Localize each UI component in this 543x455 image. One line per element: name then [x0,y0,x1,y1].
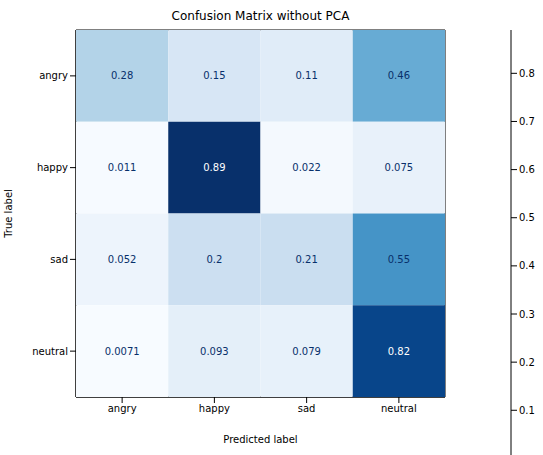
svg-text:0.15: 0.15 [203,70,225,81]
svg-text:0.7: 0.7 [519,116,535,127]
svg-text:0.11: 0.11 [295,70,317,81]
svg-text:0.4: 0.4 [519,260,535,271]
html-text:Confusion Matrix without PCA: Confusion Matrix without PCA [171,9,350,23]
svg-text:0.022: 0.022 [292,162,321,173]
svg-text:0.55: 0.55 [388,254,410,265]
svg-text:0.21: 0.21 [295,254,317,265]
svg-text:angry: angry [39,70,68,81]
svg-text:sad: sad [50,254,68,265]
svg-text:0.1: 0.1 [519,405,535,416]
svg-text:happy: happy [37,162,68,173]
svg-text:0.2: 0.2 [519,357,535,368]
svg-text:0.28: 0.28 [111,70,133,81]
svg-text:neutral: neutral [381,403,417,414]
svg-text:0.093: 0.093 [200,346,229,357]
svg-text:angry: angry [108,403,137,414]
svg-text:0.5: 0.5 [519,212,535,223]
svg-text:0.052: 0.052 [108,254,137,265]
svg-text:0.075: 0.075 [385,162,414,173]
svg-text:sad: sad [298,403,316,414]
svg-text:0.079: 0.079 [292,346,321,357]
svg-text:0.0071: 0.0071 [105,346,140,357]
svg-text:0.011: 0.011 [108,162,137,173]
svg-text:True label: True label [8,189,14,239]
svg-text:0.8: 0.8 [519,68,535,79]
svg-text:0.89: 0.89 [203,162,225,173]
svg-text:neutral: neutral [32,346,68,357]
svg-text:0.82: 0.82 [388,346,410,357]
svg-text:0.6: 0.6 [519,164,535,175]
svg-text:0.3: 0.3 [519,309,535,320]
svg-text:Predicted label: Predicted label [223,434,297,445]
svg-text:happy: happy [199,403,230,414]
svg-text:0.46: 0.46 [388,70,410,81]
svg-text:0.2: 0.2 [206,254,222,265]
